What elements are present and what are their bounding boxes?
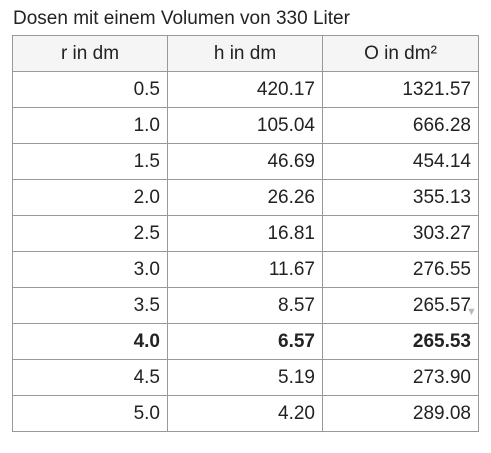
table-row: 1.0 105.04 666.28 [12,107,479,144]
table-caption: Dosen mit einem Volumen von 330 Liter [13,8,350,29]
column-header-height: h in dm [167,35,323,72]
cell-surface: 265.53 [322,323,479,360]
volume-table: r in dm h in dm O in dm² 0.5 420.17 1321.5… [12,35,479,432]
cell-surface: 265.57 [322,287,479,324]
cell-radius: 1.5 [12,143,168,180]
table-row: 3.5 8.57 265.57 [12,287,479,324]
cell-surface: 454.14 [322,143,479,180]
table-row: 3.0 11.67 276.55 [12,251,479,288]
cell-radius: 1.0 [12,107,168,144]
table-header-row: r in dm h in dm O in dm² [12,35,479,72]
table-row: 4.0 6.57 265.53 [12,323,479,360]
table-row: 0.5 420.17 1321.57 [12,71,479,108]
cell-height: 26.26 [167,179,323,216]
cell-height: 46.69 [167,143,323,180]
cell-height: 11.67 [167,251,323,288]
cell-height: 4.20 [167,395,323,432]
cell-radius: 2.0 [12,179,168,216]
cell-height: 420.17 [167,71,323,108]
table-body: 0.5 420.17 1321.57 1.0 105.04 666.28 1.5 46.69 4… [12,71,479,432]
cell-radius: 2.5 [12,215,168,252]
cell-surface: 666.28 [322,107,479,144]
table-row: 4.5 5.19 273.90 [12,359,479,396]
cell-surface: 273.90 [322,359,479,396]
cell-height: 8.57 [167,287,323,324]
column-header-radius: r in dm [12,35,168,72]
table-row: 2.0 26.26 355.13 [12,179,479,216]
cell-surface: 1321.57 [322,71,479,108]
cell-height: 16.81 [167,215,323,252]
cell-radius: 4.0 [12,323,168,360]
cell-radius: 5.0 [12,395,168,432]
column-header-surface: O in dm² [322,35,479,72]
cell-height: 105.04 [167,107,323,144]
chevron-down-icon: ▼ [466,306,477,318]
cell-height: 5.19 [167,359,323,396]
cell-height: 6.57 [167,323,323,360]
cell-radius: 3.0 [12,251,168,288]
cell-radius: 3.5 [12,287,168,324]
table-row: 2.5 16.81 303.27 [12,215,479,252]
cell-surface: 276.55 [322,251,479,288]
cell-surface: 355.13 [322,179,479,216]
cell-radius: 4.5 [12,359,168,396]
cell-radius: 0.5 [12,71,168,108]
table-row: 5.0 4.20 289.08 [12,395,479,432]
table-row: 1.5 46.69 454.14 [12,143,479,180]
cell-surface: 303.27 [322,215,479,252]
cell-surface: 289.08 [322,395,479,432]
